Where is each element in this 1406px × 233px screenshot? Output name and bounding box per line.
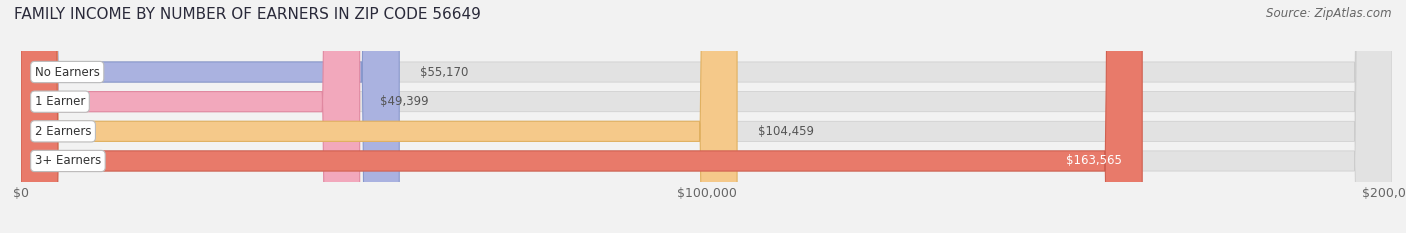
Text: No Earners: No Earners [35, 65, 100, 79]
FancyBboxPatch shape [21, 0, 399, 233]
Text: $163,565: $163,565 [1066, 154, 1122, 168]
Text: $55,170: $55,170 [420, 65, 468, 79]
Text: $104,459: $104,459 [758, 125, 814, 138]
FancyBboxPatch shape [21, 0, 737, 233]
FancyBboxPatch shape [21, 0, 360, 233]
Text: Source: ZipAtlas.com: Source: ZipAtlas.com [1267, 7, 1392, 20]
FancyBboxPatch shape [21, 0, 1392, 233]
Text: 2 Earners: 2 Earners [35, 125, 91, 138]
Text: 1 Earner: 1 Earner [35, 95, 86, 108]
Text: FAMILY INCOME BY NUMBER OF EARNERS IN ZIP CODE 56649: FAMILY INCOME BY NUMBER OF EARNERS IN ZI… [14, 7, 481, 22]
FancyBboxPatch shape [21, 0, 1392, 233]
FancyBboxPatch shape [21, 0, 1392, 233]
FancyBboxPatch shape [21, 0, 1142, 233]
FancyBboxPatch shape [21, 0, 1392, 233]
Text: 3+ Earners: 3+ Earners [35, 154, 101, 168]
Text: $49,399: $49,399 [380, 95, 429, 108]
